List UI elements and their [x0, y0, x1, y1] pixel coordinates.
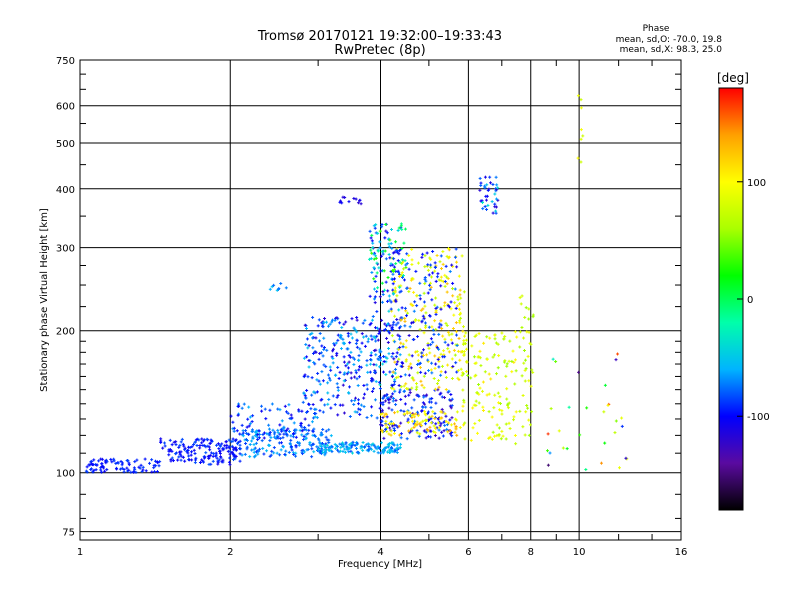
x-tick-label: 4 [377, 547, 383, 558]
y-tick-label: 750 [56, 56, 75, 67]
stats-heading: Phase [643, 24, 670, 34]
y-tick-label: 300 [56, 244, 75, 255]
colorbar-tick-label: -100 [747, 412, 770, 423]
colorbar-tick-label: 0 [747, 295, 753, 306]
colorbar: [deg] 100 0 -100 [717, 71, 770, 511]
chart-title: Tromsø 20170121 19:32:00–19:33:43 [257, 29, 502, 44]
x-tick-label: 8 [528, 547, 534, 558]
x-tick-label: 10 [573, 547, 586, 558]
x-axis-label: Frequency [MHz] [338, 559, 422, 570]
y-tick-label: 100 [56, 469, 75, 480]
chart-subtitle: RwPretec (8p) [334, 43, 425, 58]
colorbar-ticks: 100 0 -100 [737, 178, 770, 423]
y-tick-label: 500 [56, 139, 75, 150]
y-tick-label: 200 [56, 327, 75, 338]
colorbar-label: [deg] [717, 71, 749, 85]
y-axis-label: Stationary phase Virtual Height [km] [39, 208, 50, 392]
y-tick-label: 75 [62, 528, 75, 539]
stats-line-x: mean, sd,X: 98.3, 25.0 [620, 45, 723, 55]
y-tick-label: 600 [56, 102, 75, 113]
axis-ticks: 1 2 4 6 8 10 16 75 100 200 300 400 500 600 750 [56, 56, 687, 558]
stats-line-o: mean, sd,O: -70.0, 19.8 [616, 35, 723, 45]
x-tick-label: 2 [227, 547, 233, 558]
y-tick-label: 400 [56, 185, 75, 196]
x-tick-label: 1 [77, 547, 83, 558]
x-tick-label: 6 [465, 547, 471, 558]
x-tick-label: 16 [675, 547, 688, 558]
colorbar-tick-label: 100 [747, 178, 766, 189]
scatter-points [84, 94, 629, 474]
